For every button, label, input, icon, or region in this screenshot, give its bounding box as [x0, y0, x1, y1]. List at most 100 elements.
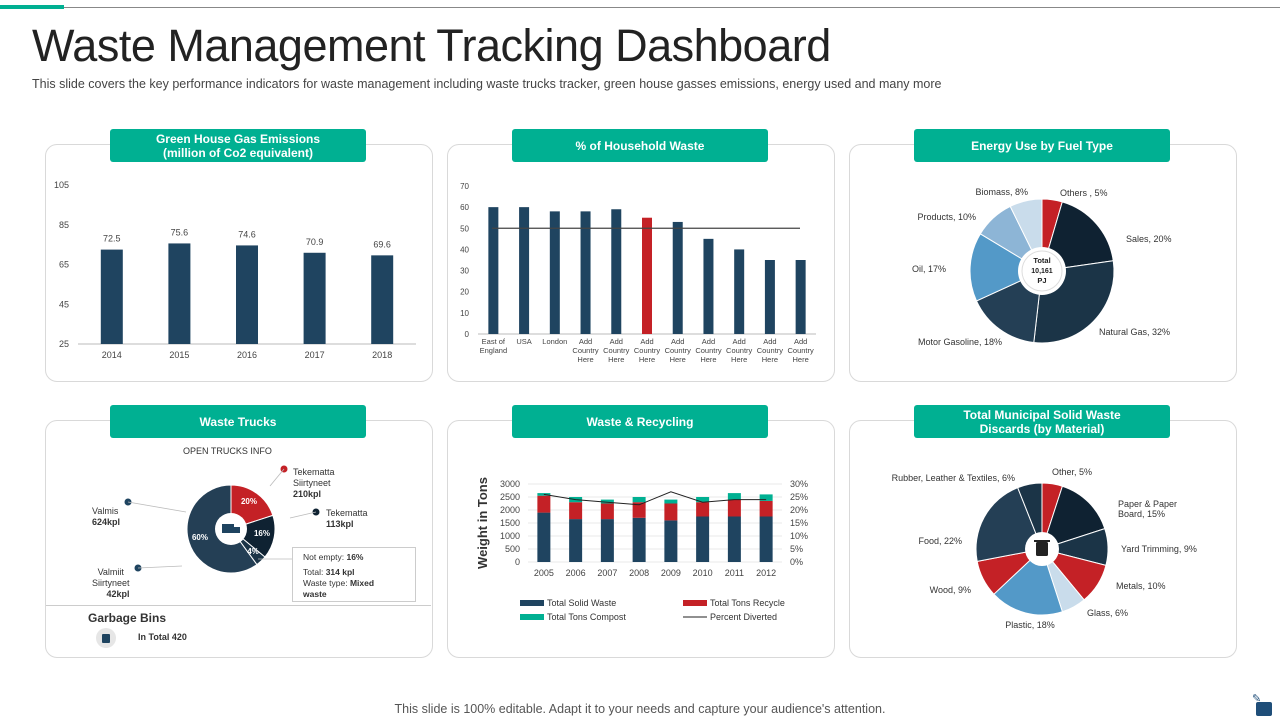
household-x-tick: Add Country Here: [603, 337, 630, 364]
garbage-bin-icon: [96, 628, 116, 648]
trucks-slice-label: 20%: [241, 497, 257, 506]
household-x-tick: Add Country Here: [634, 337, 661, 364]
trucks-callout-line: [269, 468, 285, 487]
energy-slice-label: Others , 5%: [1060, 188, 1108, 198]
top-rule: [0, 7, 1280, 8]
energy-center-ring: [1021, 250, 1063, 292]
household-panel-title: % of Household Waste: [512, 129, 768, 162]
recycling-y2-tick: 0%: [790, 557, 803, 567]
recycling-y2-tick: 15%: [790, 518, 808, 528]
household-y-tick: 60: [460, 203, 469, 212]
msw-slice: [1017, 482, 1043, 550]
info-type: Waste type: Mixed: [303, 578, 375, 588]
recycling-bar-segment: [696, 516, 710, 562]
household-x-tick: East of England: [480, 337, 508, 355]
truck-info-box: Not empty: 16% Total: 314 kpl Waste type…: [292, 547, 416, 602]
recycling-x-tick: 2005: [534, 568, 554, 578]
household-y-tick: 10: [460, 309, 469, 318]
recycling-y-tick: 2500: [500, 492, 520, 502]
ghg-x-tick: 2017: [305, 350, 325, 360]
ghg-bar: [236, 245, 258, 344]
garbage-total: In Total 420: [138, 632, 187, 642]
trucks-slice-label: 16%: [254, 529, 270, 538]
household-x-tick: London: [542, 337, 567, 346]
recycling-bar-segment: [664, 520, 678, 562]
household-x-tick: Add Country Here: [788, 337, 815, 364]
household-bar: [734, 249, 745, 334]
trucks-callout-line: [127, 501, 187, 513]
page-title: Waste Management Tracking Dashboard: [32, 20, 831, 71]
valmiit-name-2: Siirtyneet: [92, 578, 130, 588]
open-trucks-info-label: OPEN TRUCKS INFO: [183, 446, 272, 456]
ghg-data-label: 70.9: [306, 237, 324, 247]
recycling-x-tick: 2007: [597, 568, 617, 578]
ghg-x-tick: 2016: [237, 350, 257, 360]
recycling-bar-segment: [696, 502, 710, 517]
footer-note: This slide is 100% editable. Adapt it to…: [394, 702, 886, 716]
ghg-y-tick: 25: [59, 339, 69, 349]
slide-icon: [1256, 702, 1272, 716]
energy-panel-title: Energy Use by Fuel Type: [914, 129, 1170, 162]
energy-slice-label: Products, 10%: [917, 212, 976, 222]
recycling-bar-segment: [632, 502, 646, 518]
ghg-data-label: 74.6: [238, 229, 256, 239]
ghg-x-tick: 2014: [102, 350, 122, 360]
household-bar: [488, 207, 499, 334]
recycling-y-tick: 1000: [500, 531, 520, 541]
household-bar: [642, 217, 652, 334]
recycling-bar-segment: [727, 499, 741, 517]
recycling-bar-segment: [759, 494, 773, 501]
household-bar: [611, 209, 622, 334]
recycling-legend-label: Percent Diverted: [710, 612, 777, 622]
household-bar: [519, 207, 530, 334]
recycling-legend-label: Total Tons Compost: [547, 612, 626, 622]
recycling-bar-segment: [664, 499, 678, 504]
recycling-x-tick: 2008: [629, 568, 649, 578]
recycling-y-tick: 1500: [500, 518, 520, 528]
recycling-panel-title: Waste & Recycling: [512, 405, 768, 438]
trash-lid-icon: [1034, 540, 1050, 542]
top-accent-bar: [0, 5, 64, 9]
trash-icon: [1036, 542, 1048, 556]
ghg-y-tick: 45: [59, 299, 69, 309]
recycling-x-tick: 2010: [693, 568, 713, 578]
recycling-bar-segment: [537, 512, 551, 562]
tek1-value: 210kpl: [293, 489, 322, 499]
household-x-tick: Add Country Here: [726, 337, 753, 364]
energy-slice-label: Oil, 17%: [912, 264, 946, 274]
msw-title-line1: Total Municipal Solid Waste: [963, 407, 1121, 422]
recycling-y-tick: 2000: [500, 505, 520, 515]
recycling-bar-segment: [632, 517, 646, 562]
valmiit-label: Valmiit Siirtyneet 42kpl: [92, 567, 130, 600]
tekematta-siirtyneet-label: Tekematta Siirtyneet 210kpl: [293, 467, 335, 500]
ghg-y-tick: 65: [59, 260, 69, 270]
household-y-tick: 50: [460, 224, 469, 233]
msw-slice-label: Plastic, 18%: [1005, 620, 1055, 630]
energy-center-label: PJ: [1037, 276, 1046, 285]
ghg-data-label: 75.6: [171, 227, 189, 237]
info-not-empty: Not empty: 16%: [303, 552, 364, 562]
recycling-legend-label: Total Tons Recycle: [710, 598, 785, 608]
ghg-panel-title: Green House Gas Emissions (million of Co…: [110, 129, 366, 162]
recycling-y-tick: 3000: [500, 479, 520, 489]
valmiit-value: 42kpl: [106, 589, 130, 599]
info-type-2: waste: [303, 589, 327, 599]
valmis-name: Valmis: [92, 506, 119, 516]
recycling-y2-tick: 10%: [790, 531, 808, 541]
recycling-bar-segment: [632, 497, 646, 503]
recycling-x-tick: 2012: [756, 568, 776, 578]
household-bar: [549, 211, 560, 334]
tek1-name-1: Tekematta: [293, 467, 335, 477]
msw-slice-label: Glass, 6%: [1087, 608, 1128, 618]
household-y-tick: 30: [460, 267, 469, 276]
recycling-legend-label: Total Solid Waste: [547, 598, 616, 608]
recycling-x-tick: 2009: [661, 568, 681, 578]
info-total: Total: 314 kpl: [303, 567, 355, 577]
msw-slice-label: Food, 22%: [918, 536, 962, 546]
recycling-y-tick: 0: [515, 557, 520, 567]
tek2-value: 113kpl: [326, 519, 354, 529]
trucks-slice-label: 60%: [192, 533, 208, 542]
garbage-bins-title: Garbage Bins: [88, 611, 167, 625]
energy-center-label: Total: [1033, 256, 1050, 265]
trucks-callout-line: [137, 565, 183, 569]
